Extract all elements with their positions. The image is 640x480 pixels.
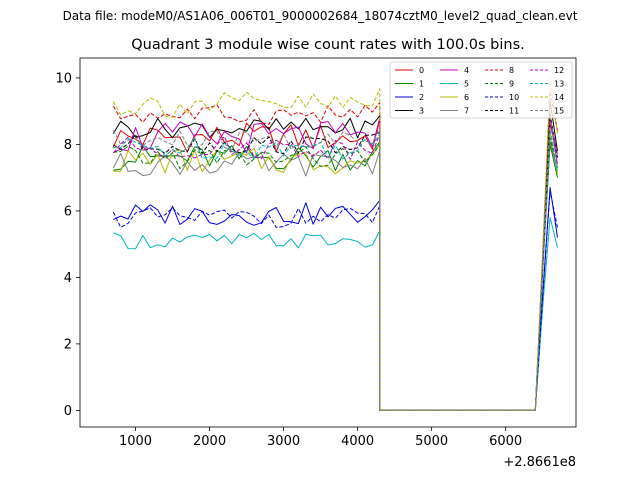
legend-label-11: 11 — [509, 107, 519, 116]
x-tick-label: 2000 — [193, 434, 226, 449]
axis-layer: 1000 2000 3000 4000 5000 6000 0 2 4 6 8 10 — [55, 71, 522, 449]
chart-title: Quadrant 3 module wise count rates with … — [131, 37, 525, 53]
legend-label-15: 15 — [554, 107, 564, 116]
legend-label-9: 9 — [509, 80, 514, 89]
series-line-12 — [112, 120, 558, 411]
x-offset-label: +2.8661e8 — [503, 455, 576, 470]
x-tick-label: 1000 — [119, 434, 152, 449]
legend-label-7: 7 — [464, 107, 469, 116]
legend-label-4: 4 — [464, 66, 469, 75]
legend-label-12: 12 — [554, 66, 564, 75]
legend-label-2: 2 — [419, 93, 424, 102]
series-line-9 — [113, 137, 558, 411]
series-line-5 — [113, 217, 558, 411]
series-layer — [112, 77, 558, 411]
series-line-10 — [112, 190, 558, 411]
series-line-3 — [112, 100, 558, 411]
legend-frame — [389, 61, 573, 119]
x-tick-label: 3000 — [267, 434, 300, 449]
series-line-14 — [112, 77, 558, 411]
series-line-15 — [112, 117, 558, 411]
series-line-13 — [113, 127, 558, 411]
series-line-0 — [112, 119, 558, 411]
x-tick-label: 5000 — [415, 434, 448, 449]
legend-label-13: 13 — [554, 80, 564, 89]
series-line-11 — [113, 114, 558, 411]
y-tick-label: 0 — [64, 404, 72, 419]
data-file-label: Data file: modeM0/AS1A06_006T01_90000026… — [63, 9, 578, 23]
x-tick-label: 4000 — [341, 434, 374, 449]
legend-label-8: 8 — [509, 66, 514, 75]
x-tick-label: 6000 — [489, 434, 522, 449]
y-tick-label: 4 — [64, 271, 72, 286]
y-tick-label: 6 — [64, 204, 72, 219]
plot-frame — [79, 57, 577, 428]
series-line-8 — [112, 90, 558, 411]
legend-label-0: 0 — [419, 66, 424, 75]
legend-label-5: 5 — [464, 80, 469, 89]
y-tick-label: 8 — [64, 138, 72, 153]
y-tick-label: 10 — [55, 71, 72, 86]
y-tick-label: 2 — [64, 337, 72, 352]
plot-area — [80, 58, 576, 427]
legend-label-14: 14 — [554, 93, 564, 102]
legend-label-3: 3 — [419, 107, 424, 116]
legend-label-1: 1 — [419, 80, 424, 89]
series-line-1 — [113, 141, 558, 411]
legend-label-6: 6 — [464, 93, 469, 102]
legend-label-10: 10 — [509, 93, 519, 102]
